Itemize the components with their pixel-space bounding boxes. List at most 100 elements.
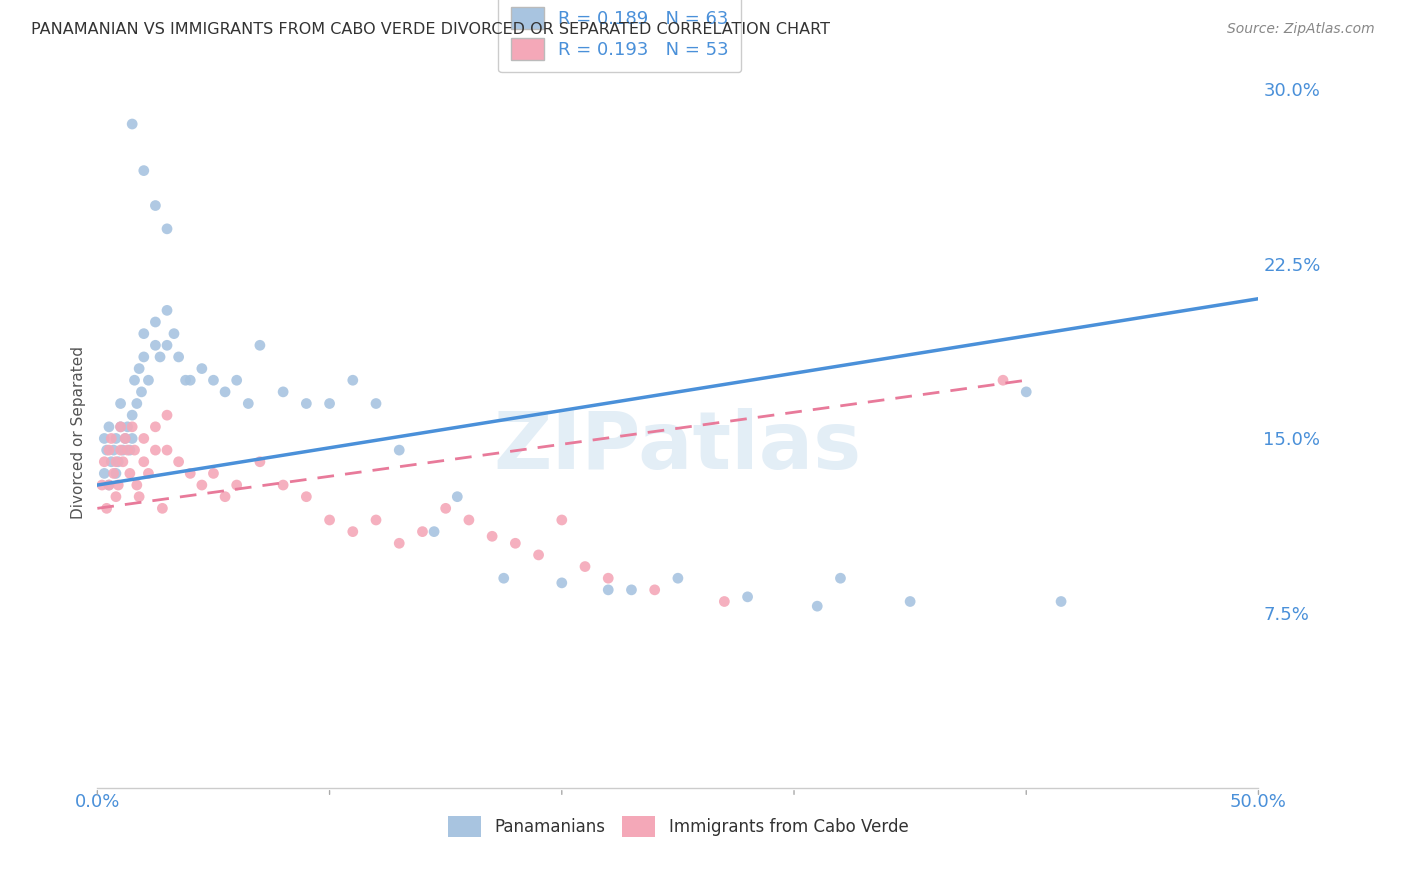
Point bbox=[666, 571, 689, 585]
Point bbox=[202, 467, 225, 481]
Point bbox=[132, 163, 155, 178]
Point bbox=[806, 599, 828, 614]
Text: PANAMANIAN VS IMMIGRANTS FROM CABO VERDE DIVORCED OR SEPARATED CORRELATION CHART: PANAMANIAN VS IMMIGRANTS FROM CABO VERDE… bbox=[31, 22, 830, 37]
Legend: Panamanians, Immigrants from Cabo Verde: Panamanians, Immigrants from Cabo Verde bbox=[441, 810, 915, 844]
Point bbox=[238, 396, 260, 410]
Point bbox=[110, 419, 132, 434]
Point bbox=[991, 373, 1014, 387]
Point bbox=[620, 582, 643, 597]
Point bbox=[103, 467, 125, 481]
Point bbox=[458, 513, 481, 527]
Point bbox=[598, 571, 620, 585]
Point bbox=[110, 443, 132, 458]
Point bbox=[100, 432, 122, 446]
Point bbox=[110, 396, 132, 410]
Point bbox=[156, 303, 179, 318]
Point bbox=[1050, 594, 1073, 608]
Point bbox=[830, 571, 852, 585]
Point bbox=[423, 524, 446, 539]
Point bbox=[492, 571, 515, 585]
Point bbox=[163, 326, 186, 341]
Point bbox=[145, 315, 167, 329]
Point bbox=[1015, 384, 1038, 399]
Point bbox=[97, 478, 120, 492]
Point bbox=[131, 384, 153, 399]
Point bbox=[128, 361, 150, 376]
Point bbox=[121, 117, 143, 131]
Point bbox=[132, 350, 155, 364]
Point bbox=[118, 467, 141, 481]
Point bbox=[434, 501, 457, 516]
Point bbox=[114, 432, 136, 446]
Point bbox=[104, 455, 127, 469]
Point bbox=[121, 432, 143, 446]
Point bbox=[91, 478, 114, 492]
Point bbox=[295, 490, 318, 504]
Point bbox=[111, 443, 134, 458]
Point bbox=[93, 432, 115, 446]
Point bbox=[505, 536, 527, 550]
Point bbox=[125, 396, 148, 410]
Point bbox=[202, 373, 225, 387]
Point bbox=[551, 575, 574, 590]
Text: ZIPatlas: ZIPatlas bbox=[494, 408, 862, 486]
Point bbox=[249, 338, 271, 352]
Point bbox=[97, 478, 120, 492]
Point bbox=[132, 432, 155, 446]
Point bbox=[342, 373, 364, 387]
Point bbox=[249, 455, 271, 469]
Point bbox=[156, 443, 179, 458]
Point bbox=[364, 396, 387, 410]
Point bbox=[713, 594, 735, 608]
Point bbox=[145, 198, 167, 212]
Point bbox=[118, 443, 141, 458]
Point bbox=[107, 478, 129, 492]
Point bbox=[225, 373, 247, 387]
Point bbox=[145, 443, 167, 458]
Point bbox=[138, 467, 160, 481]
Point bbox=[179, 467, 201, 481]
Point bbox=[271, 384, 294, 399]
Point bbox=[156, 222, 179, 236]
Point bbox=[342, 524, 364, 539]
Point bbox=[318, 396, 340, 410]
Point bbox=[111, 455, 134, 469]
Point bbox=[104, 467, 127, 481]
Point bbox=[214, 490, 236, 504]
Point bbox=[117, 443, 139, 458]
Point bbox=[191, 361, 214, 376]
Point bbox=[737, 590, 759, 604]
Point bbox=[644, 582, 666, 597]
Point bbox=[167, 350, 190, 364]
Point bbox=[295, 396, 318, 410]
Point bbox=[93, 455, 115, 469]
Point bbox=[124, 373, 146, 387]
Point bbox=[100, 455, 122, 469]
Point bbox=[138, 373, 160, 387]
Point bbox=[156, 408, 179, 422]
Point bbox=[191, 478, 214, 492]
Point bbox=[388, 443, 411, 458]
Point bbox=[132, 455, 155, 469]
Point bbox=[174, 373, 197, 387]
Point bbox=[145, 338, 167, 352]
Point bbox=[124, 443, 146, 458]
Point bbox=[364, 513, 387, 527]
Point bbox=[527, 548, 550, 562]
Point bbox=[96, 443, 118, 458]
Point bbox=[150, 501, 173, 516]
Point bbox=[214, 384, 236, 399]
Point bbox=[104, 490, 127, 504]
Point bbox=[107, 455, 129, 469]
Point bbox=[121, 419, 143, 434]
Point bbox=[156, 338, 179, 352]
Point bbox=[97, 443, 120, 458]
Point bbox=[125, 478, 148, 492]
Point bbox=[96, 501, 118, 516]
Point bbox=[103, 443, 125, 458]
Y-axis label: Divorced or Separated: Divorced or Separated bbox=[72, 346, 86, 519]
Point bbox=[446, 490, 468, 504]
Point bbox=[114, 432, 136, 446]
Point bbox=[551, 513, 574, 527]
Point bbox=[149, 350, 172, 364]
